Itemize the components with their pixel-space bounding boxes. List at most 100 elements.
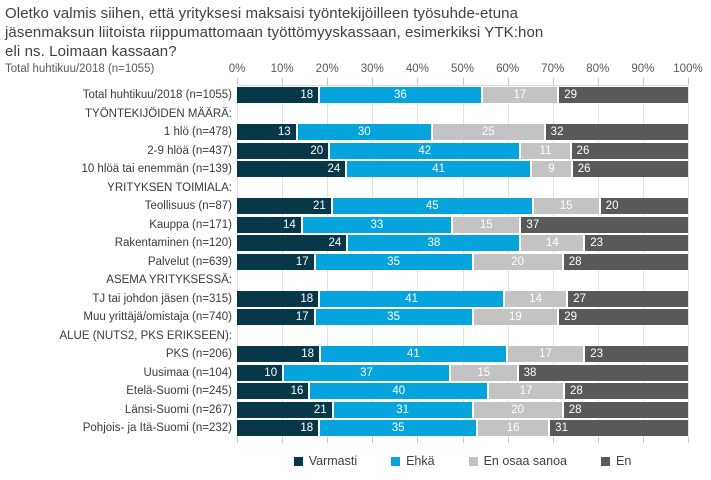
chart-title-line-1: Oletko valmis siihen, että yrityksesi ma… xyxy=(5,5,519,22)
bar-value-label: 41 xyxy=(432,163,446,176)
bar-segment-en: 32 xyxy=(543,124,688,141)
bar-segment-varmasti: 18 xyxy=(237,290,319,307)
bar-segment-en: 38 xyxy=(516,364,688,381)
stacked-bar: 17 35 19 29 xyxy=(237,309,688,326)
section-header-label: TYÖNTEKIJÖIDEN MÄÄRÄ: xyxy=(85,107,232,120)
bar-value-label: 41 xyxy=(406,348,420,361)
bar-value-label: 21 xyxy=(313,403,327,416)
category-row: Pohjois- ja Itä-Suomi (n=232) 18 35 16 31 xyxy=(0,419,711,438)
x-axis-tick-mark xyxy=(507,78,509,85)
chart-subtitle: Total huhtikuu/2018 (n=1055) xyxy=(5,63,155,75)
bar-segment-en: 20 xyxy=(598,198,688,215)
x-axis-tick-mark xyxy=(552,78,554,85)
bar-segment-en: 26 xyxy=(569,142,688,159)
bar-value-label: 35 xyxy=(391,422,405,435)
bar-value-label: 26 xyxy=(576,144,590,157)
category-label: Rakentaminen (n=120) xyxy=(114,237,232,249)
bar-value-label: 36 xyxy=(393,89,407,102)
x-axis-tick-label: 30% xyxy=(360,63,384,75)
bar-segment-ehka: 33 xyxy=(300,216,452,233)
bar-value-label: 24 xyxy=(327,163,341,176)
bar-value-label: 33 xyxy=(370,218,384,231)
category-label: Muu yrittäjä/omistaja (n=740) xyxy=(83,311,232,323)
bar-value-label: 32 xyxy=(550,126,564,139)
stacked-bar: 21 45 15 20 xyxy=(237,198,688,215)
x-axis-tick-mark xyxy=(237,438,238,443)
x-axis-ticks-top xyxy=(237,78,689,85)
bar-value-label: 20 xyxy=(511,403,524,416)
bar-segment-varmasti: 17 xyxy=(237,253,314,270)
category-label: 2-9 hlöä (n=437) xyxy=(147,144,232,157)
category-label: 1 hlö (n=478) xyxy=(163,126,232,138)
stacked-bar: 14 33 15 37 xyxy=(237,216,688,233)
x-axis-tick-label: 100% xyxy=(673,63,703,75)
bar-segment-en: 28 xyxy=(561,253,688,270)
bar-value-label: 17 xyxy=(513,89,527,102)
bar-segment-varmasti: 10 xyxy=(237,364,283,381)
bar-segment-en-osaa-sanoa: 15 xyxy=(451,216,520,233)
x-axis-tick-mark xyxy=(372,78,374,85)
bar-value-label: 15 xyxy=(479,218,493,231)
bar-value-label: 37 xyxy=(526,218,540,231)
legend-item-en: En xyxy=(601,454,631,468)
section-header-label: ASEMA YRITYKSESSÄ: xyxy=(106,274,232,286)
bar-segment-ehka: 35 xyxy=(313,309,472,326)
stacked-bar: 16 40 17 28 xyxy=(237,383,688,400)
x-axis-tick-mark xyxy=(327,438,329,443)
category-row: Palvelut (n=639) 17 35 20 28 xyxy=(0,253,711,272)
bar-segment-ehka: 35 xyxy=(318,420,477,437)
bar-value-label: 29 xyxy=(564,311,577,324)
legend-item-varmasti: Varmasti xyxy=(293,454,358,468)
bar-value-label: 20 xyxy=(605,200,619,213)
bar-value-label: 28 xyxy=(568,403,582,416)
category-row: 10 hlöä tai enemmän (n=139) 24 41 9 26 xyxy=(0,160,711,179)
bar-segment-varmasti: 18 xyxy=(237,420,319,437)
bar-segment-ehka: 30 xyxy=(295,124,431,141)
category-row: Uusimaa (n=104) 10 37 15 38 xyxy=(0,364,711,383)
bar-value-label: 16 xyxy=(506,422,520,435)
x-axis-tick-label: 20% xyxy=(315,63,339,75)
stacked-bar: 17 35 20 28 xyxy=(237,253,688,270)
gridline xyxy=(688,86,689,438)
legend-label-varmasti: Varmasti xyxy=(308,454,358,468)
category-label: Teollisuus (n=87) xyxy=(144,200,232,212)
bar-value-label: 18 xyxy=(300,89,314,102)
x-axis-tick-mark xyxy=(462,438,464,443)
section-header-row: ASEMA YRITYKSESSÄ: xyxy=(0,271,711,290)
bar-segment-en: 23 xyxy=(583,235,688,252)
bar-segment-en-osaa-sanoa: 17 xyxy=(505,346,584,363)
bar-segment-en-osaa-sanoa: 11 xyxy=(519,142,570,159)
bar-segment-ehka: 36 xyxy=(318,87,481,104)
bar-value-label: 18 xyxy=(300,422,314,435)
bar-segment-ehka: 41 xyxy=(318,290,504,307)
bar-segment-varmasti: 13 xyxy=(237,124,296,141)
bar-value-label: 26 xyxy=(577,163,591,176)
stacked-bar: 18 35 16 31 xyxy=(237,420,688,437)
x-axis-tick-label: 10% xyxy=(270,63,294,75)
chart-legend: Varmasti Ehkä En osaa sanoa En xyxy=(237,454,688,468)
x-axis-ticks-bottom xyxy=(237,438,689,443)
bar-value-label: 37 xyxy=(360,366,373,379)
legend-item-ehka: Ehkä xyxy=(391,454,435,468)
bar-value-label: 21 xyxy=(312,200,326,213)
category-row: Etelä-Suomi (n=245) 16 40 17 28 xyxy=(0,382,711,401)
bar-segment-en-osaa-sanoa: 17 xyxy=(480,87,558,104)
chart-title-line-2: jäsenmaksun liitoista riippumattomaan ty… xyxy=(5,24,544,41)
bar-segment-ehka: 41 xyxy=(345,161,531,178)
x-axis-tick-mark xyxy=(327,78,329,85)
bar-value-label: 14 xyxy=(545,237,559,250)
bar-segment-en: 29 xyxy=(557,87,688,104)
category-label: Etelä-Suomi (n=245) xyxy=(126,385,232,397)
bar-value-label: 38 xyxy=(427,237,441,250)
bar-value-label: 27 xyxy=(573,292,586,305)
x-axis-tick-mark xyxy=(642,438,644,443)
bar-value-label: 29 xyxy=(564,89,577,102)
x-axis-tick-mark xyxy=(282,438,284,443)
bar-segment-en-osaa-sanoa: 14 xyxy=(503,290,567,307)
section-header-row: YRITYKSEN TOIMIALA: xyxy=(0,179,711,198)
bar-segment-en: 37 xyxy=(519,216,688,233)
x-axis: 0% 10% 20% 30% 40% 50% 60% 70% 80% 90% 100% xyxy=(229,63,703,77)
bar-segment-ehka: 31 xyxy=(331,401,472,418)
bar-segment-varmasti: 16 xyxy=(237,383,309,400)
stacked-bar: 18 41 14 27 xyxy=(237,290,688,307)
